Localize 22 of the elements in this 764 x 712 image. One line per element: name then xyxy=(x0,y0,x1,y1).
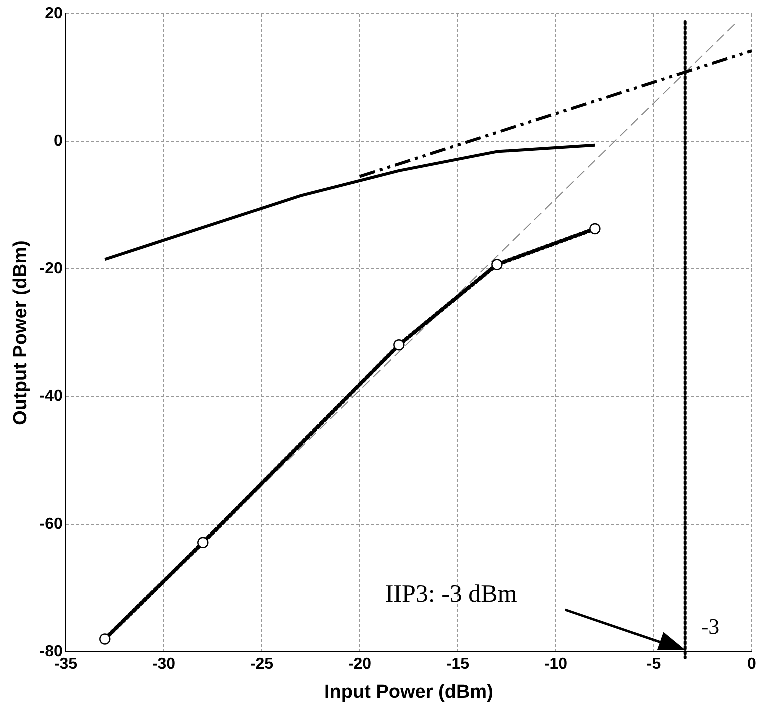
annotation: IIP3: -3 dBm xyxy=(385,581,518,608)
x-axis-title: Input Power (dBm) xyxy=(324,682,494,703)
x-tick-label: -30 xyxy=(152,656,176,674)
point xyxy=(100,634,111,645)
x-tick-label: 0 xyxy=(748,656,757,674)
x-tick-label: -5 xyxy=(646,656,662,674)
x-tick-label: -20 xyxy=(348,656,372,674)
x-tick-label: -25 xyxy=(250,656,274,674)
point xyxy=(394,340,405,351)
x-tick-label: -35 xyxy=(54,656,78,674)
y-tick-label: -60 xyxy=(40,516,64,533)
point xyxy=(492,259,503,270)
x-tick-label: -10 xyxy=(544,656,568,674)
point xyxy=(590,223,601,235)
y-tick-label: -40 xyxy=(40,388,64,406)
point xyxy=(198,537,209,548)
y-tick-label: -20 xyxy=(40,260,64,278)
y-axis-title: Output Power (dBm) xyxy=(10,240,32,426)
ref-line-label: -3 xyxy=(701,614,720,639)
y-tick-label: 0 xyxy=(54,133,64,150)
x-tick-label: -15 xyxy=(446,656,470,674)
y-tick-label: 20 xyxy=(45,5,64,22)
